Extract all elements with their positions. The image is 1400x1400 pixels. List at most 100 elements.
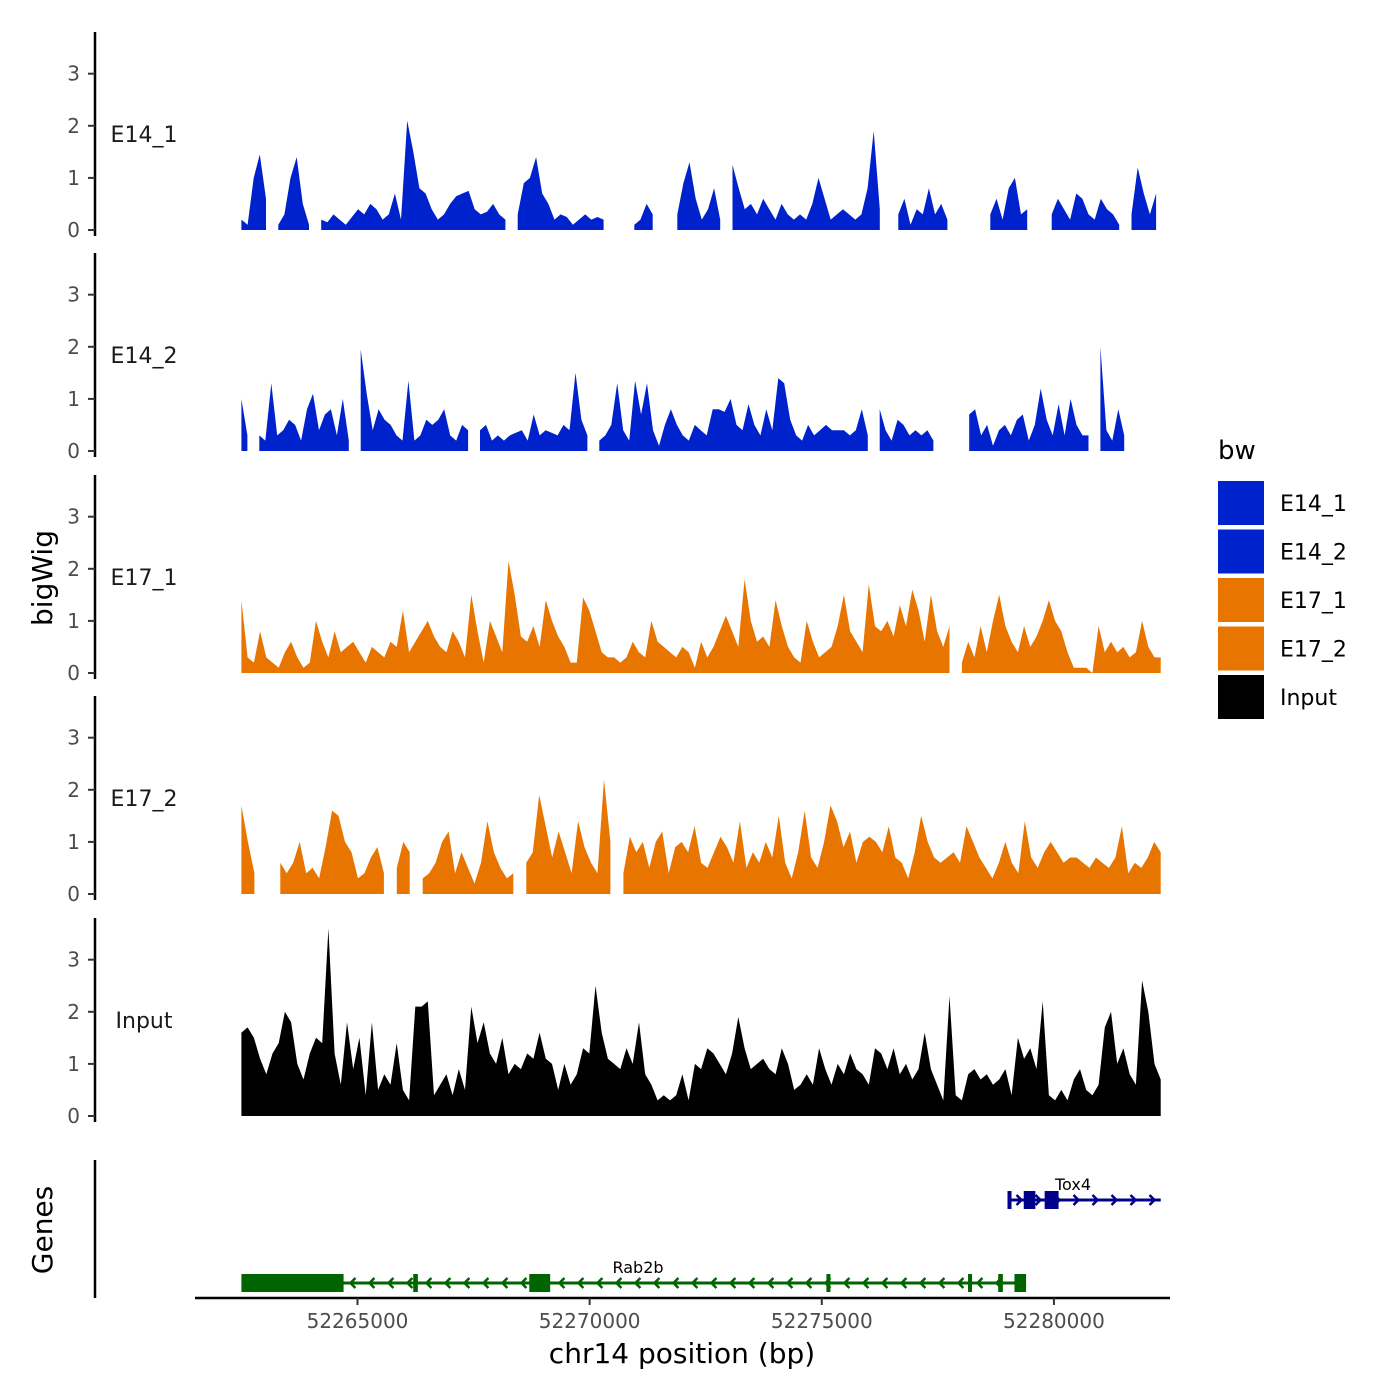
- y-tick-label-e17_2-3: 3: [67, 726, 80, 750]
- exon-rab2b-6: [1014, 1274, 1027, 1292]
- strand-arrow-rab2b-24: [709, 1277, 718, 1289]
- area-segment-e14_2-7: [1100, 346, 1125, 451]
- y-tick-label-input-0: 0: [67, 1104, 80, 1128]
- area-segment-e17_2-5: [623, 805, 1161, 894]
- legend-title: bw: [1218, 436, 1256, 466]
- gene-rab2b: Rab2b: [241, 1258, 1027, 1292]
- strand-arrow-rab2b-34: [899, 1277, 908, 1289]
- area-segment-e14_1-6: [677, 162, 721, 230]
- y-tick-label-e14_1-2: 2: [67, 114, 80, 138]
- genes-layer: Rab2b Tox4: [93, 1160, 1161, 1298]
- strand-arrow-rab2b-5: [348, 1277, 357, 1289]
- exon-rab2b-1: [413, 1274, 418, 1292]
- legend-swatch-e14_2: [1218, 529, 1264, 574]
- area-segment-e14_2-1: [259, 383, 349, 451]
- area-segment-e14_2-3: [480, 372, 588, 451]
- area-segment-e14_2-0: [241, 398, 248, 451]
- strand-arrow-rab2b-9: [424, 1277, 433, 1289]
- y-tick-label-e14_1-1: 1: [67, 166, 80, 190]
- exon-rab2b-4: [968, 1274, 973, 1292]
- y-tick-label-e14_2-0: 0: [67, 439, 80, 463]
- area-segment-e17_2-1: [280, 810, 384, 894]
- strand-arrow-tox4-1: [1034, 1194, 1043, 1206]
- area-segment-e17_1-0: [241, 561, 950, 673]
- strand-arrow-rab2b-31: [842, 1277, 851, 1289]
- area-segment-e17_2-2: [396, 841, 410, 894]
- area-segment-e14_1-8: [898, 188, 948, 230]
- y-tick-label-e17_2-1: 1: [67, 830, 80, 854]
- x-axis-title: chr14 position (bp): [549, 1337, 815, 1370]
- area-segment-e14_1-12: [1051, 193, 1120, 230]
- strand-arrow-rab2b-37: [956, 1277, 965, 1289]
- strand-arrow-tox4-0: [1015, 1194, 1024, 1206]
- strand-arrow-rab2b-22: [671, 1277, 680, 1289]
- exon-tox4-1: [1023, 1191, 1036, 1209]
- y-tick-label-input-1: 1: [67, 1052, 80, 1076]
- y-tick-label-e17_1-2: 2: [67, 557, 80, 581]
- track-label-input: Input: [116, 1009, 173, 1034]
- y-tick-label-e14_2-1: 1: [67, 387, 80, 411]
- area-segment-e14_2-2: [360, 349, 469, 451]
- area-segment-e14_1-13: [1131, 167, 1157, 230]
- area-segment-e14_1-0: [241, 154, 266, 230]
- strand-arrow-tox4-7: [1148, 1194, 1157, 1206]
- strand-arrow-rab2b-13: [500, 1277, 509, 1289]
- area-segment-e17_1-1: [961, 594, 1161, 673]
- strand-arrow-rab2b-16: [557, 1277, 566, 1289]
- track-panel-e17_2: 0 1 2 3 E17_2: [67, 696, 1161, 906]
- y-tick-label-e17_2-0: 0: [67, 882, 80, 906]
- strand-arrow-rab2b-17: [576, 1277, 585, 1289]
- strand-arrow-tox4-6: [1129, 1194, 1138, 1206]
- track-panel-e14_1: 0 1 2 3 E14_1: [67, 32, 1157, 242]
- legend-label-e17_1: E17_1: [1280, 589, 1347, 614]
- strand-arrow-rab2b-21: [652, 1277, 661, 1289]
- gene-tox4: Tox4: [1007, 1175, 1161, 1209]
- track-label-e17_2: E17_2: [111, 787, 178, 812]
- y-tick-label-e14_1-3: 3: [67, 62, 80, 86]
- strand-arrow-rab2b-7: [386, 1277, 395, 1289]
- legend: bw E14_1 E14_2 E17_1 E17_2 Input: [1218, 436, 1347, 719]
- gene-label-tox4: Tox4: [1054, 1175, 1091, 1194]
- track-label-e17_1: E17_1: [111, 566, 178, 591]
- exon-tox4-0: [1007, 1191, 1012, 1209]
- y-tick-label-input-3: 3: [67, 948, 80, 972]
- strand-arrow-rab2b-18: [595, 1277, 604, 1289]
- strand-arrow-rab2b-19: [614, 1277, 623, 1289]
- x-tick-label-52265000: 52265000: [307, 1309, 409, 1333]
- area-segment-e14_2-6: [969, 388, 1089, 451]
- track-label-e14_2: E14_2: [111, 344, 178, 369]
- strand-arrow-rab2b-10: [443, 1277, 452, 1289]
- x-tick-label-52275000: 52275000: [771, 1309, 873, 1333]
- strand-arrow-rab2b-23: [690, 1277, 699, 1289]
- y-tick-label-input-2: 2: [67, 1000, 80, 1024]
- track-panel-e17_1: 0 1 2 3 E17_1: [67, 475, 1161, 685]
- x-tick-label-52280000: 52280000: [1003, 1309, 1105, 1333]
- strand-arrow-rab2b-8: [405, 1277, 414, 1289]
- area-segment-e14_2-4: [599, 378, 868, 451]
- x-axis: 52265000 52270000 52275000 52280000: [195, 1296, 1170, 1333]
- area-segment-e17_2-0: [241, 805, 255, 894]
- strand-arrow-rab2b-32: [861, 1277, 870, 1289]
- legend-swatch-e17_1: [1218, 578, 1264, 622]
- area-segment-e14_2-5: [879, 409, 934, 451]
- area-segment-e14_1-1: [278, 157, 309, 230]
- strand-arrow-rab2b-14: [519, 1277, 528, 1289]
- area-segment-e14_1-7: [732, 131, 880, 230]
- x-tick-label-52270000: 52270000: [539, 1309, 641, 1333]
- strand-arrow-rab2b-11: [462, 1277, 471, 1289]
- y-tick-label-e17_1-3: 3: [67, 505, 80, 529]
- legend-label-e17_2: E17_2: [1280, 638, 1347, 663]
- strand-arrow-rab2b-36: [937, 1277, 946, 1289]
- y-tick-label-e14_2-2: 2: [67, 335, 80, 359]
- strand-arrow-rab2b-33: [880, 1277, 889, 1289]
- legend-label-e14_1: E14_1: [1280, 492, 1347, 517]
- y-axis-title-bigwig: bigWig: [26, 530, 59, 626]
- strand-arrow-rab2b-29: [804, 1277, 813, 1289]
- area-segment-e14_1-5: [634, 203, 653, 230]
- legend-swatch-e17_2: [1218, 626, 1264, 671]
- area-segment-e14_1-2: [321, 120, 506, 230]
- strand-arrow-rab2b-27: [766, 1277, 775, 1289]
- exon-tox4-2: [1044, 1191, 1059, 1209]
- strand-arrow-rab2b-26: [747, 1277, 756, 1289]
- legend-swatch-input: [1218, 675, 1264, 719]
